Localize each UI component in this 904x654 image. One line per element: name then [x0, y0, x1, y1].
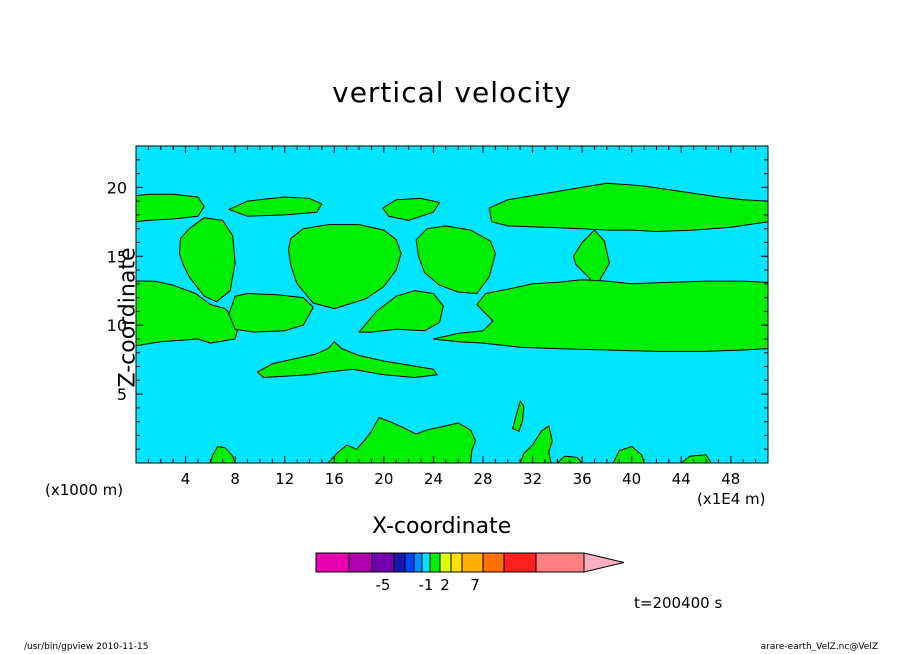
y-axis-unit: (x1E4 m) [697, 490, 766, 508]
y-tick-label: 10 [107, 316, 127, 335]
x-axis-label: X-coordinate [372, 514, 512, 539]
colorbar-extend-arrow [583, 552, 625, 573]
contour-region-blob-16 [287, 224, 402, 310]
contour-region-bottom-blob-16 [327, 417, 476, 463]
contour-region-upper-band-right [488, 182, 768, 232]
colorbar-swatch [450, 552, 463, 573]
contour-region-blob-37 [572, 229, 610, 296]
x-tick-label: 16 [325, 470, 344, 488]
x-tick-label: 4 [181, 470, 191, 488]
colorbar-swatch [439, 552, 452, 573]
contour-region-lower-ridge [256, 341, 438, 378]
x-tick-label: 44 [672, 470, 691, 488]
footer-command: /usr/bin/gpview 2010-11-15 [24, 642, 149, 652]
contour-region-blob-6 [178, 217, 236, 303]
colorbar-swatch [503, 552, 537, 573]
colorbar-swatch [461, 552, 484, 573]
contour-region-bottom-blob-7 [209, 446, 236, 463]
y-tick-label: 5 [117, 385, 127, 404]
x-tick-label: 24 [424, 470, 443, 488]
colorbar-swatch [371, 552, 395, 573]
colorbar-swatch [482, 552, 505, 573]
colorbar: -5 -1 2 7 [315, 552, 625, 594]
y-axis-label: Z-coordinate [115, 247, 141, 388]
plot-frame [135, 145, 769, 464]
colorbar-swatch [429, 552, 441, 573]
colorbar-swatch [404, 552, 415, 573]
colorbar-label: -5 [376, 576, 391, 594]
contour-region-blob-25 [415, 225, 496, 294]
contour-region-middle-band-left [136, 280, 240, 347]
colorbar-label: -1 [419, 576, 434, 594]
colorbar-swatch [535, 552, 585, 573]
x-tick-label: 36 [573, 470, 592, 488]
x-tick-label: 12 [275, 470, 294, 488]
chart-title: vertical velocity [332, 76, 572, 109]
contour-region-mid-blob-10 [228, 293, 314, 333]
y-tick-label: 20 [107, 178, 127, 197]
colorbar-swatch [348, 552, 373, 573]
x-tick-label: 8 [230, 470, 240, 488]
colorbar-swatch [393, 552, 406, 573]
colorbar-swatch [315, 552, 350, 573]
x-tick-label: 20 [374, 470, 393, 488]
contour-region-mid-blob-21 [358, 290, 444, 333]
contour-region-bottom-blob-32 [519, 425, 553, 463]
colorbar-label: 2 [440, 576, 450, 594]
x-tick-label: 32 [523, 470, 542, 488]
colorbar-swatch [413, 552, 423, 573]
colorbar-label: 7 [470, 576, 480, 594]
contour-region-upper-blob-22 [382, 197, 441, 221]
contour-region-middle-band-right [432, 279, 768, 352]
x-axis-unit: (x1000 m) [45, 481, 124, 499]
contour-region-bottom-blob-46 [680, 454, 712, 463]
y-tick-label: 15 [107, 247, 127, 266]
contour-region-upper-band-left [136, 193, 205, 223]
x-tick-label: 40 [622, 470, 641, 488]
x-tick-label: 28 [473, 470, 492, 488]
contour-region-upper-blob-8 [228, 196, 323, 217]
contour-region-bottom-blob-30 [512, 400, 525, 432]
x-tick-label: 48 [721, 470, 740, 488]
contour-regions [136, 146, 768, 463]
time-annotation: t=200400 s [634, 594, 723, 612]
footer-file: arare-earth_VelZ.nc@VelZ [760, 642, 878, 652]
contour-region-bottom-blob-40 [612, 446, 645, 463]
colorbar-swatch [421, 552, 431, 573]
